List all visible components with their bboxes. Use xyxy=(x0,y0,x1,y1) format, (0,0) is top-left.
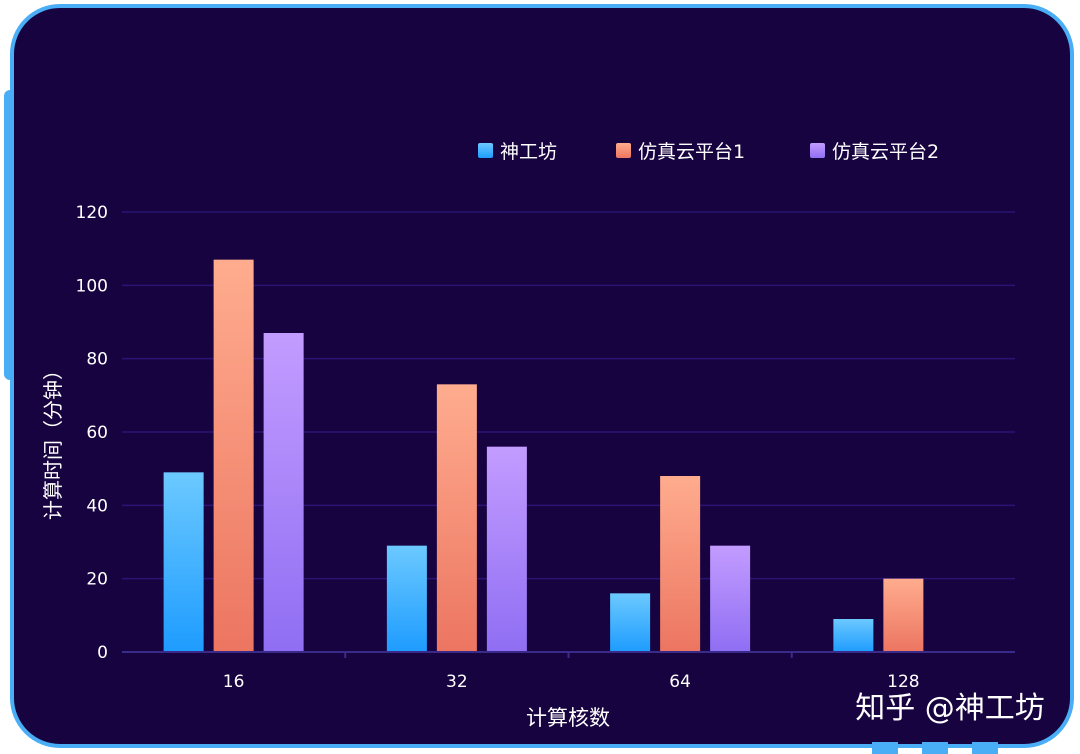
legend-swatch xyxy=(810,143,825,158)
bar xyxy=(660,476,701,652)
frame-tab xyxy=(972,742,998,754)
y-axis-title: 计算时间（分钟） xyxy=(41,360,65,520)
y-tick-label: 20 xyxy=(86,570,108,590)
y-tick-label: 60 xyxy=(86,423,108,443)
bar xyxy=(710,545,751,652)
x-axis-title: 计算核数 xyxy=(526,706,610,730)
bar xyxy=(486,446,527,652)
bar-layer xyxy=(163,259,924,652)
bar xyxy=(610,593,651,652)
frame-tab xyxy=(872,742,898,754)
x-tick-label: 128 xyxy=(887,672,919,692)
watermark: 知乎 @神工坊 xyxy=(855,691,1045,726)
legend-label: 仿真云平台1 xyxy=(638,141,745,163)
bar xyxy=(386,545,427,652)
legend-label: 仿真云平台2 xyxy=(832,141,939,163)
legend-swatch xyxy=(478,143,493,158)
bar xyxy=(833,619,874,652)
y-tick-label: 80 xyxy=(86,350,108,370)
frame-tab xyxy=(922,742,948,754)
y-tick-label: 120 xyxy=(76,203,108,223)
bar xyxy=(436,384,477,652)
x-tick-label: 64 xyxy=(669,672,691,692)
legend: 神工坊 仿真云平台1 仿真云平台2 xyxy=(478,141,939,163)
y-tick-label: 0 xyxy=(97,643,108,663)
y-tick-label: 40 xyxy=(86,496,108,516)
legend-label: 神工坊 xyxy=(500,141,557,163)
x-tick-label: 16 xyxy=(223,672,245,692)
bar xyxy=(163,472,204,652)
bar xyxy=(213,259,254,652)
y-tick-label: 100 xyxy=(76,276,108,296)
bar xyxy=(883,578,924,652)
bar xyxy=(263,333,304,652)
grid-layer xyxy=(122,211,1015,580)
x-tick-label: 32 xyxy=(446,672,468,692)
axis-layer: 0 20 40 60 80 100 120 16 32 64 128 xyxy=(76,203,1015,692)
legend-swatch xyxy=(616,143,631,158)
